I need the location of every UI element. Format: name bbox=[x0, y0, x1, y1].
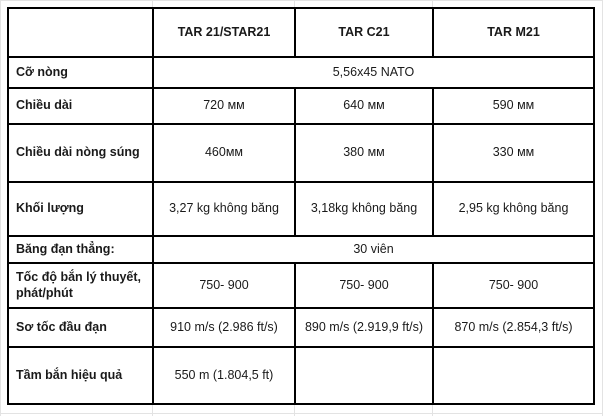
header-cell-tar21: TAR 21/STAR21 bbox=[152, 7, 296, 58]
row-value-weight-tar21: 3,27 kg không băng bbox=[152, 181, 296, 237]
row-label-muzzle-velocity: Sơ tốc đầu đạn bbox=[7, 307, 154, 348]
row-value-caliber-merged: 5,56x45 NATO bbox=[152, 56, 595, 89]
row-label-barrel-length: Chiều dài nòng súng bbox=[7, 123, 154, 183]
table-row: Khối lượng 3,27 kg không băng 3,18kg khô… bbox=[7, 181, 595, 237]
row-value-muzzle-velocity-tarc21: 890 m/s (2.919,9 ft/s) bbox=[294, 307, 434, 348]
header-cell-corner bbox=[7, 7, 154, 58]
table-row: Cỡ nòng 5,56x45 NATO bbox=[7, 56, 595, 89]
row-value-weight-tarm21: 2,95 kg không băng bbox=[432, 181, 595, 237]
table-header-row: TAR 21/STAR21 TAR C21 TAR M21 bbox=[7, 7, 595, 58]
row-label-rate-of-fire: Tốc độ bắn lý thuyết, phát/phút bbox=[7, 262, 154, 309]
row-value-magazine-merged: 30 viên bbox=[152, 235, 595, 264]
row-label-length: Chiều dài bbox=[7, 87, 154, 125]
row-value-muzzle-velocity-tarm21: 870 m/s (2.854,3 ft/s) bbox=[432, 307, 595, 348]
row-label-magazine: Băng đạn thẳng: bbox=[7, 235, 154, 264]
row-label-effective-range: Tầm bắn hiệu quả bbox=[7, 346, 154, 405]
table-row: Tốc độ bắn lý thuyết, phát/phút 750- 900… bbox=[7, 262, 595, 309]
row-label-weight: Khối lượng bbox=[7, 181, 154, 237]
table-row: Sơ tốc đầu đạn 910 m/s (2.986 ft/s) 890 … bbox=[7, 307, 595, 348]
row-value-barrel-length-tarm21: 330 мм bbox=[432, 123, 595, 183]
table-row: Chiều dài nòng súng 460мм 380 мм 330 мм bbox=[7, 123, 595, 183]
table-row: Chiều dài 720 мм 640 мм 590 мм bbox=[7, 87, 595, 125]
row-value-length-tarm21: 590 мм bbox=[432, 87, 595, 125]
header-cell-tarm21: TAR M21 bbox=[432, 7, 595, 58]
table-row: Băng đạn thẳng: 30 viên bbox=[7, 235, 595, 264]
row-value-barrel-length-tar21: 460мм bbox=[152, 123, 296, 183]
row-value-rate-of-fire-tar21: 750- 900 bbox=[152, 262, 296, 309]
row-value-length-tarc21: 640 мм bbox=[294, 87, 434, 125]
row-value-effective-range-tarm21 bbox=[432, 346, 595, 405]
weapon-spec-table: TAR 21/STAR21 TAR C21 TAR M21 Cỡ nòng 5,… bbox=[7, 7, 595, 405]
row-value-weight-tarc21: 3,18kg không băng bbox=[294, 181, 434, 237]
table-row: Tầm bắn hiệu quả 550 m (1.804,5 ft) bbox=[7, 346, 595, 405]
row-label-caliber: Cỡ nòng bbox=[7, 56, 154, 89]
spec-table-container: TAR 21/STAR21 TAR C21 TAR M21 Cỡ nòng 5,… bbox=[7, 7, 595, 405]
header-cell-tarc21: TAR C21 bbox=[294, 7, 434, 58]
row-value-effective-range-tar21: 550 m (1.804,5 ft) bbox=[152, 346, 296, 405]
row-value-length-tar21: 720 мм bbox=[152, 87, 296, 125]
row-value-muzzle-velocity-tar21: 910 m/s (2.986 ft/s) bbox=[152, 307, 296, 348]
row-value-effective-range-tarc21 bbox=[294, 346, 434, 405]
row-value-rate-of-fire-tarc21: 750- 900 bbox=[294, 262, 434, 309]
row-value-barrel-length-tarc21: 380 мм bbox=[294, 123, 434, 183]
row-value-rate-of-fire-tarm21: 750- 900 bbox=[432, 262, 595, 309]
